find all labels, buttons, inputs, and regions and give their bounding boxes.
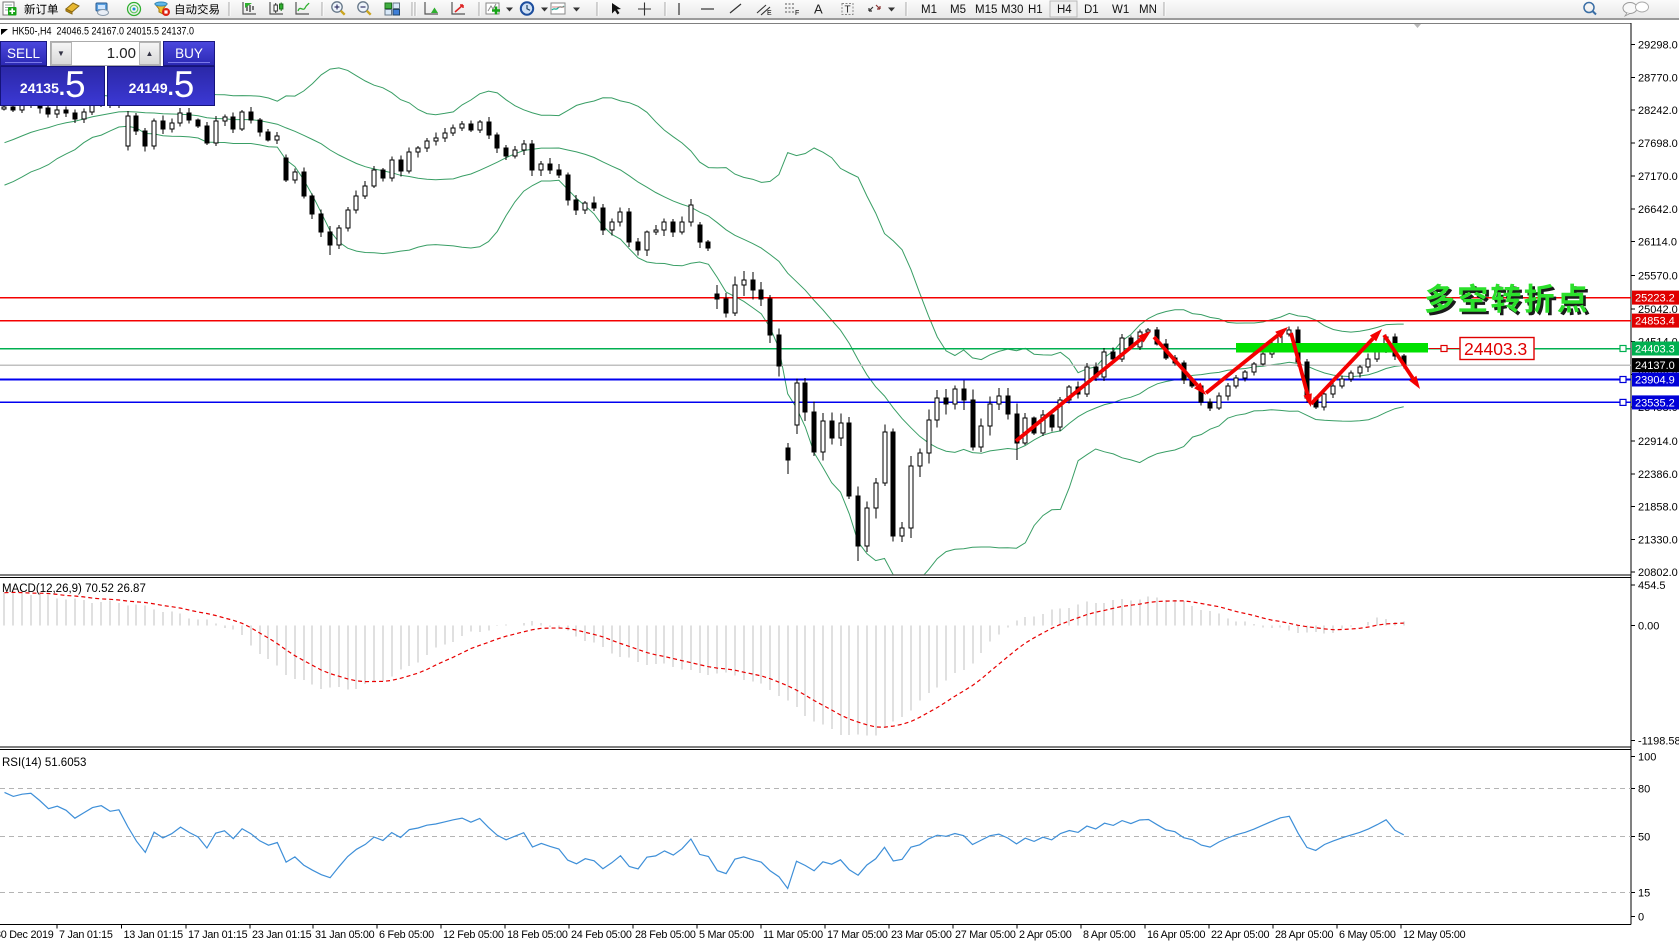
svg-text:21330.0: 21330.0 xyxy=(1638,534,1678,546)
svg-text:M30: M30 xyxy=(1001,4,1023,16)
svg-text:HK50-,H4 24046.5 24167.0 2401: HK50-,H4 24046.5 24167.0 24015.5 24137.0 xyxy=(12,26,194,38)
svg-text:12 Feb 05:00: 12 Feb 05:00 xyxy=(443,929,504,941)
svg-text:18 Feb 05:00: 18 Feb 05:00 xyxy=(507,929,568,941)
svg-text:31 Jan 05:00: 31 Jan 05:00 xyxy=(315,929,375,941)
svg-text:23904.9: 23904.9 xyxy=(1635,375,1675,387)
svg-text:21858.0: 21858.0 xyxy=(1638,502,1678,514)
svg-text:24853.4: 24853.4 xyxy=(1635,316,1675,328)
svg-text:24 Feb 05:00: 24 Feb 05:00 xyxy=(571,929,632,941)
svg-text:24403.3: 24403.3 xyxy=(1464,339,1527,359)
svg-text:22914.0: 22914.0 xyxy=(1638,436,1678,448)
svg-text:RSI(14) 51.6053: RSI(14) 51.6053 xyxy=(2,757,86,769)
svg-text:29298.0: 29298.0 xyxy=(1638,40,1678,52)
svg-text:2 Apr 05:00: 2 Apr 05:00 xyxy=(1019,929,1072,941)
svg-text:M1: M1 xyxy=(921,4,937,16)
svg-text:F: F xyxy=(795,10,799,17)
svg-text:27170.0: 27170.0 xyxy=(1638,171,1678,183)
svg-text:15: 15 xyxy=(1638,888,1650,900)
svg-text:0: 0 xyxy=(1638,912,1644,924)
svg-text:6 May 05:00: 6 May 05:00 xyxy=(1339,929,1396,941)
svg-text:28 Feb 05:00: 28 Feb 05:00 xyxy=(635,929,696,941)
svg-text:454.5: 454.5 xyxy=(1638,580,1666,592)
svg-text:MN: MN xyxy=(1139,4,1157,16)
svg-text:T: T xyxy=(845,5,851,16)
svg-text:M15: M15 xyxy=(975,4,997,16)
svg-text:W1: W1 xyxy=(1112,4,1129,16)
svg-text:16 Apr 05:00: 16 Apr 05:00 xyxy=(1147,929,1205,941)
svg-text:D1: D1 xyxy=(1084,4,1099,16)
svg-text:M5: M5 xyxy=(950,4,966,16)
svg-text:28242.0: 28242.0 xyxy=(1638,105,1678,117)
svg-text:25042.0: 25042.0 xyxy=(1638,304,1678,316)
svg-text:26642.0: 26642.0 xyxy=(1638,204,1678,216)
svg-text:8 Apr 05:00: 8 Apr 05:00 xyxy=(1083,929,1136,941)
svg-text:50: 50 xyxy=(1638,832,1650,844)
svg-text:24403.3: 24403.3 xyxy=(1635,344,1675,356)
svg-text:23535.2: 23535.2 xyxy=(1635,397,1675,409)
svg-text:23 Jan 01:15: 23 Jan 01:15 xyxy=(252,929,312,941)
svg-text:27698.0: 27698.0 xyxy=(1638,138,1678,150)
svg-text:25570.0: 25570.0 xyxy=(1638,271,1678,283)
svg-text:26114.0: 26114.0 xyxy=(1638,237,1677,249)
svg-text:80: 80 xyxy=(1638,784,1650,796)
svg-text:0.00: 0.00 xyxy=(1638,620,1659,632)
svg-text:20802.0: 20802.0 xyxy=(1638,567,1678,579)
svg-text:H1: H1 xyxy=(1028,4,1043,16)
svg-text:25223.2: 25223.2 xyxy=(1635,293,1675,305)
svg-text:11 Mar 05:00: 11 Mar 05:00 xyxy=(763,929,823,941)
svg-text:22 Apr 05:00: 22 Apr 05:00 xyxy=(1211,929,1269,941)
svg-text:12 May 05:00: 12 May 05:00 xyxy=(1403,929,1466,941)
svg-text:30 Dec 2019: 30 Dec 2019 xyxy=(0,929,54,941)
svg-text:22386.0: 22386.0 xyxy=(1638,469,1678,481)
svg-text:-1198.58: -1198.58 xyxy=(1638,735,1679,747)
svg-text:23 Mar 05:00: 23 Mar 05:00 xyxy=(891,929,952,941)
svg-text:A: A xyxy=(814,2,823,17)
svg-text:MACD(12,26,9) 70.52 26.87: MACD(12,26,9) 70.52 26.87 xyxy=(2,583,146,595)
svg-text:17 Mar 05:00: 17 Mar 05:00 xyxy=(827,929,888,941)
svg-text:24137.0: 24137.0 xyxy=(1635,360,1675,372)
svg-text:27 Mar 05:00: 27 Mar 05:00 xyxy=(955,929,1016,941)
svg-text:6 Feb 05:00: 6 Feb 05:00 xyxy=(379,929,434,941)
svg-text:7 Jan 01:15: 7 Jan 01:15 xyxy=(59,929,113,941)
svg-text:100: 100 xyxy=(1638,752,1656,764)
svg-text:5 Mar 05:00: 5 Mar 05:00 xyxy=(699,929,754,941)
svg-text:28770.0: 28770.0 xyxy=(1638,72,1678,84)
svg-text:13 Jan 01:15: 13 Jan 01:15 xyxy=(124,929,184,941)
svg-text:H4: H4 xyxy=(1057,4,1072,16)
svg-text:E: E xyxy=(767,10,772,17)
svg-text:17 Jan 01:15: 17 Jan 01:15 xyxy=(188,929,248,941)
svg-text:28 Apr 05:00: 28 Apr 05:00 xyxy=(1275,929,1333,941)
